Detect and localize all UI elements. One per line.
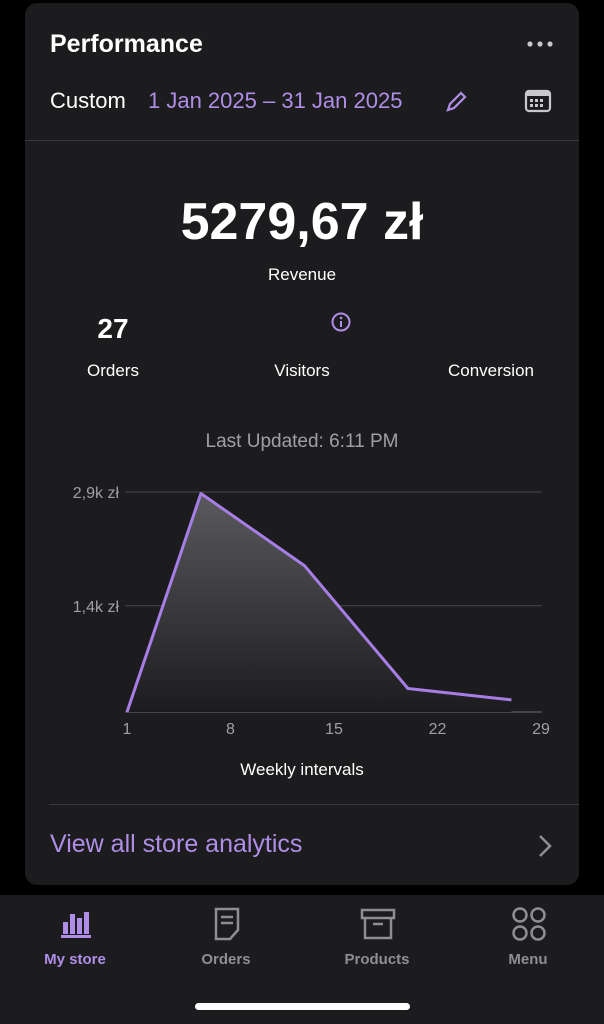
calendar-button[interactable]: [524, 88, 552, 114]
visitors-label: Visitors: [274, 361, 330, 380]
revenue-value: 5279,67 zł: [180, 193, 424, 251]
area-fill: [127, 493, 512, 712]
divider: [49, 804, 579, 805]
orders-label: Orders: [87, 361, 139, 380]
tab-icon[interactable]: [360, 908, 396, 940]
orders-value: 27: [97, 313, 129, 344]
tab-icon[interactable]: [60, 908, 92, 940]
x-tick-label: 22: [429, 721, 447, 738]
x-tick-label: 8: [226, 721, 235, 738]
range-label[interactable]: Custom: [50, 88, 126, 113]
divider: [25, 140, 579, 141]
conversion-label: Conversion: [448, 361, 534, 380]
last-updated: Last Updated: 6:11 PM: [205, 431, 399, 452]
analytics-link[interactable]: View all store analytics: [50, 830, 303, 858]
y-tick-label: 1,4k zł: [73, 599, 120, 616]
date-range[interactable]: 1 Jan 2025 – 31 Jan 2025: [148, 88, 403, 113]
tab-label[interactable]: Orders: [201, 951, 251, 968]
home-indicator: [195, 1003, 410, 1010]
info-icon[interactable]: [330, 311, 352, 333]
tab-label[interactable]: Menu: [508, 951, 548, 968]
card-title: Performance: [50, 30, 203, 58]
tab-label[interactable]: My store: [44, 951, 106, 968]
revenue-label: Revenue: [267, 265, 337, 284]
edit-icon[interactable]: [444, 90, 468, 114]
line: [125, 492, 512, 713]
tab-label[interactable]: Products: [344, 951, 410, 968]
chart: Weekly intervals 1,4k zł 2,9k zł 1 8 15 22 29: [73, 485, 550, 779]
x-tick-label: 29: [532, 721, 550, 738]
more-button[interactable]: [526, 38, 554, 50]
chevron[interactable]: [536, 833, 554, 859]
y-tick-label: 2,9k zł: [73, 485, 120, 502]
tab-icon[interactable]: [212, 906, 242, 942]
tab-icon[interactable]: [511, 906, 547, 942]
x-tick-label: 15: [325, 721, 343, 738]
tab-bar: [0, 895, 604, 1024]
performance-card: [25, 3, 579, 885]
x-tick-label: 1: [123, 721, 132, 738]
x-axis-title: Weekly intervals: [240, 760, 363, 779]
